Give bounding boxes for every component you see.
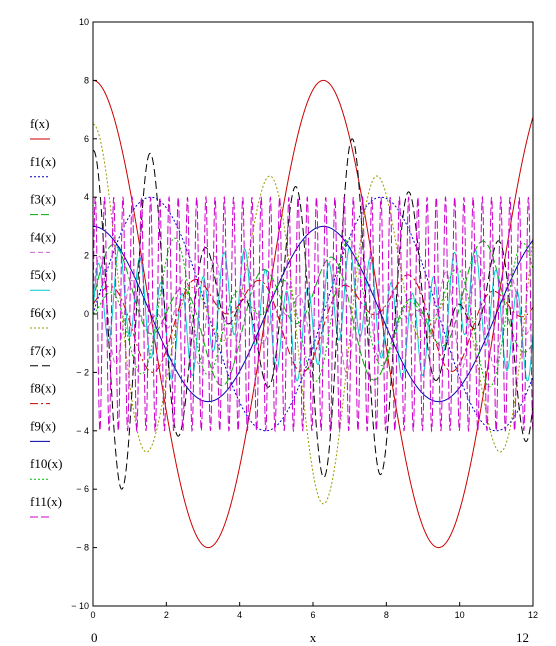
legend-label: f4(x)	[30, 229, 56, 244]
series-line	[93, 195, 533, 433]
y-tick-label: 0	[84, 309, 89, 319]
legend-label: f6(x)	[30, 305, 56, 320]
series-line	[93, 196, 533, 432]
series-line	[93, 79, 533, 549]
legend-label: f8(x)	[30, 381, 56, 396]
y-tick-label: 6	[84, 134, 89, 144]
legend-label: f3(x)	[30, 192, 56, 207]
x-range-max-label: 12	[516, 630, 529, 645]
series-line	[93, 240, 533, 387]
legend-label: f9(x)	[30, 418, 56, 433]
series-line	[93, 123, 533, 505]
x-tick-label: 8	[384, 610, 389, 620]
legend-label: f10(x)	[30, 456, 63, 471]
x-tick-label: 10	[455, 610, 465, 620]
series-layer	[93, 79, 533, 549]
legend-label: f11(x)	[30, 494, 62, 509]
legend-label: f7(x)	[30, 343, 56, 358]
y-tick-label: − 6	[76, 484, 89, 494]
y-tick-label: 10	[79, 17, 89, 27]
ticks-layer: 0 2 4 6 8 10 12 − 10 − 8 − 6 − 4 − 2 0 2 4 6 8 10	[71, 17, 538, 620]
y-tick-label: − 10	[71, 601, 89, 611]
x-tick-label: 6	[310, 610, 315, 620]
legend-label: f5(x)	[30, 267, 56, 282]
x-tick-label: 0	[90, 610, 95, 620]
y-tick-label: − 2	[76, 367, 89, 377]
legend-label: f(x)	[30, 116, 50, 131]
legend: f(x) f1(x) f3(x) f4(x) f5(x) f6(x) f7(x) f8(x) f…	[30, 116, 63, 518]
y-tick-label: 8	[84, 75, 89, 85]
x-axis-title: x	[310, 630, 317, 645]
y-tick-label: − 4	[76, 426, 89, 436]
y-tick-label: − 8	[76, 543, 89, 553]
x-tick-label: 2	[164, 610, 169, 620]
x-tick-label: 12	[528, 610, 538, 620]
y-tick-label: 2	[84, 251, 89, 261]
legend-label: f1(x)	[30, 154, 56, 169]
x-range-min-label: 0	[91, 630, 98, 645]
y-tick-label: 4	[84, 192, 89, 202]
x-tick-label: 4	[237, 610, 242, 620]
